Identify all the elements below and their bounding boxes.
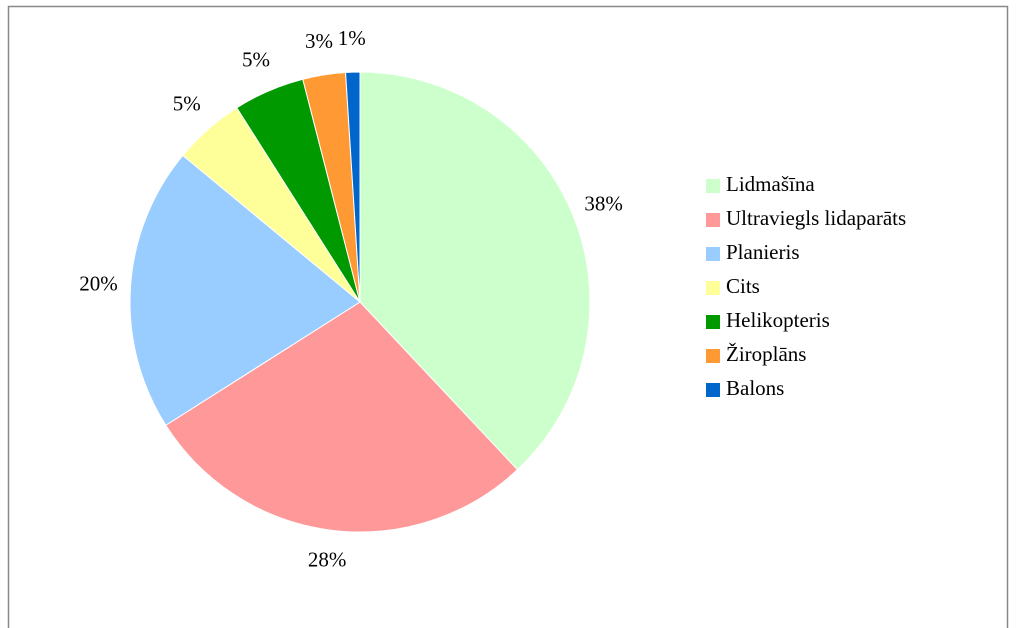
legend-swatch (706, 247, 720, 261)
legend-label: Ultraviegls lidaparāts (726, 206, 906, 230)
data-label: 5% (242, 47, 270, 71)
data-label: 1% (338, 26, 366, 50)
legend-label: Helikopteris (726, 308, 830, 332)
data-label: 5% (173, 91, 201, 115)
data-label: 38% (584, 191, 623, 215)
legend-swatch (706, 315, 720, 329)
legend-swatch (706, 349, 720, 363)
legend-label: Cits (726, 274, 760, 298)
legend-swatch (706, 383, 720, 397)
legend-label: Lidmašīna (726, 172, 815, 196)
legend-swatch (706, 179, 720, 193)
legend-swatch (706, 281, 720, 295)
pie-slice (345, 71, 361, 303)
pie-slice (165, 301, 519, 533)
pie-slice (359, 71, 591, 471)
data-label: 20% (79, 271, 118, 295)
pie-slice (129, 154, 361, 426)
legend-swatch (706, 213, 720, 227)
legend-label: Žiroplāns (726, 342, 806, 366)
legend-label: Planieris (726, 240, 800, 264)
data-label: 28% (308, 548, 347, 572)
data-label: 3% (305, 29, 333, 53)
legend-label: Balons (726, 376, 784, 400)
